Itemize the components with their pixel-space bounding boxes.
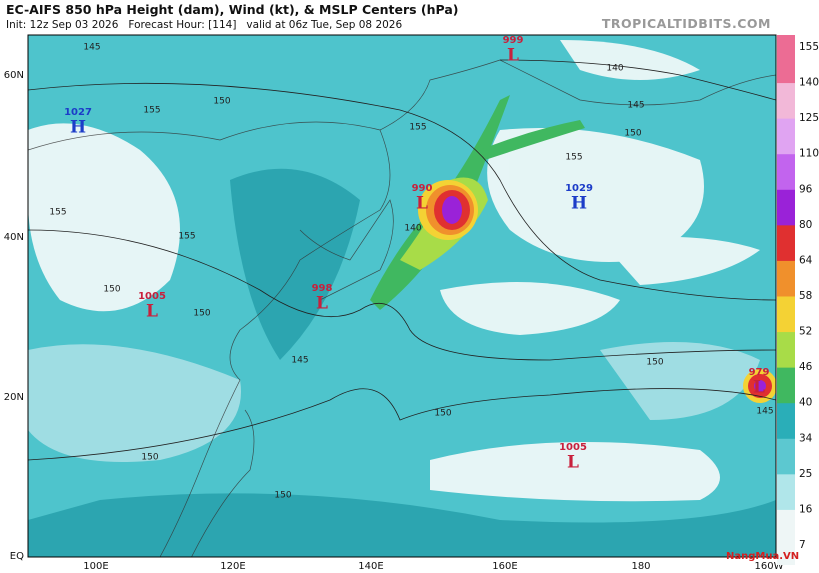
colorbar-tick: 7 (799, 539, 806, 551)
center-pressure: 1027 (64, 107, 92, 118)
center-symbol: L (507, 46, 519, 66)
colorbar-segment (777, 82, 795, 119)
colorbar-tick: 40 (799, 397, 812, 409)
watermark: NangMua.VN (726, 551, 799, 562)
colorbar-segment (777, 260, 795, 297)
map-frame (27, 34, 777, 558)
contour-label: 140 (404, 224, 421, 234)
contour-label: 150 (434, 409, 451, 419)
colorbar-segment (777, 438, 795, 475)
colorbar-segment (777, 295, 795, 333)
colorbar-tick: 16 (799, 503, 813, 515)
center-symbol: L (416, 194, 428, 214)
center-symbol: H (571, 194, 587, 214)
contour-label: 145 (291, 356, 308, 366)
colorbar-tick: 52 (799, 326, 812, 338)
colorbar-tick: 58 (799, 290, 812, 302)
map-field (28, 35, 776, 557)
contour-label: 150 (646, 358, 663, 368)
colorbar-tick: 125 (799, 112, 819, 124)
colorbar-segment (777, 47, 795, 84)
contour-label: 150 (193, 309, 210, 319)
center-symbol: L (316, 294, 328, 314)
colorbar-tick: 140 (799, 77, 819, 89)
colorbar-segment (777, 331, 795, 368)
contour-label: 145 (627, 101, 644, 111)
colorbar-segment (777, 367, 795, 404)
contour-label: 150 (141, 453, 158, 463)
center-symbol: L (146, 302, 158, 322)
center-pressure: 1005 (138, 291, 166, 302)
colorbar-tick: 110 (799, 148, 819, 160)
colorbar-tick: 46 (799, 361, 813, 373)
lon-label: 140E (358, 561, 383, 572)
lat-label: EQ (10, 551, 24, 562)
colorbar-segment (777, 509, 795, 546)
title: EC-AIFS 850 hPa Height (dam), Wind (kt),… (6, 2, 459, 17)
center-pressure: 1029 (565, 183, 593, 194)
lon-label: 160E (492, 561, 517, 572)
contour-label: 145 (756, 407, 773, 417)
site-name: TROPICALTIDBITS.COM (601, 16, 771, 31)
lon-label: 180 (631, 561, 650, 572)
lat-label: 40N (4, 232, 24, 243)
colorbar-tick: 25 (799, 468, 812, 480)
contour-label: 150 (213, 97, 230, 107)
colorbar-segment (777, 224, 795, 261)
colorbar-segment (777, 473, 795, 510)
colorbar-tick: 80 (799, 219, 812, 231)
lon-label: 160W (755, 561, 784, 572)
center-pressure: 979 (749, 367, 770, 378)
contour-label: 155 (409, 123, 426, 133)
colorbar-segment (777, 189, 795, 226)
lon-label: 120E (220, 561, 245, 572)
contour-label: 145 (83, 43, 100, 53)
colorbar-end (777, 544, 795, 565)
contour-label: 150 (624, 129, 641, 139)
center-pressure: 999 (503, 35, 524, 46)
contour-label: 140 (606, 64, 623, 74)
colorbar-segment (777, 153, 795, 190)
colorbar-tick: 96 (799, 183, 813, 195)
contour-label: 150 (274, 491, 291, 501)
colorbar-segment (777, 402, 795, 439)
center-symbol: L (753, 378, 765, 398)
center-pressure: 998 (312, 283, 333, 294)
contour-label: 155 (143, 106, 160, 116)
contour-label: 155 (49, 208, 66, 218)
colorbar-tick: 155 (799, 41, 819, 53)
colorbar-tick: 64 (799, 254, 813, 266)
lat-label: 20N (4, 392, 24, 403)
center-symbol: H (70, 118, 86, 138)
center-pressure: 1005 (559, 442, 587, 453)
contour-label: 155 (565, 153, 582, 163)
lat-label: 60N (4, 70, 24, 81)
subtitle: Init: 12z Sep 03 2026 Forecast Hour: [11… (6, 19, 403, 31)
colorbar-tick: 34 (799, 432, 813, 444)
colorbar-end (777, 35, 795, 47)
colorbar-segment (777, 118, 795, 155)
center-symbol: L (567, 453, 579, 473)
contour-label: 155 (178, 232, 195, 242)
contour-label: 150 (103, 285, 120, 295)
center-pressure: 990 (412, 183, 433, 194)
lon-label: 100E (83, 561, 108, 572)
